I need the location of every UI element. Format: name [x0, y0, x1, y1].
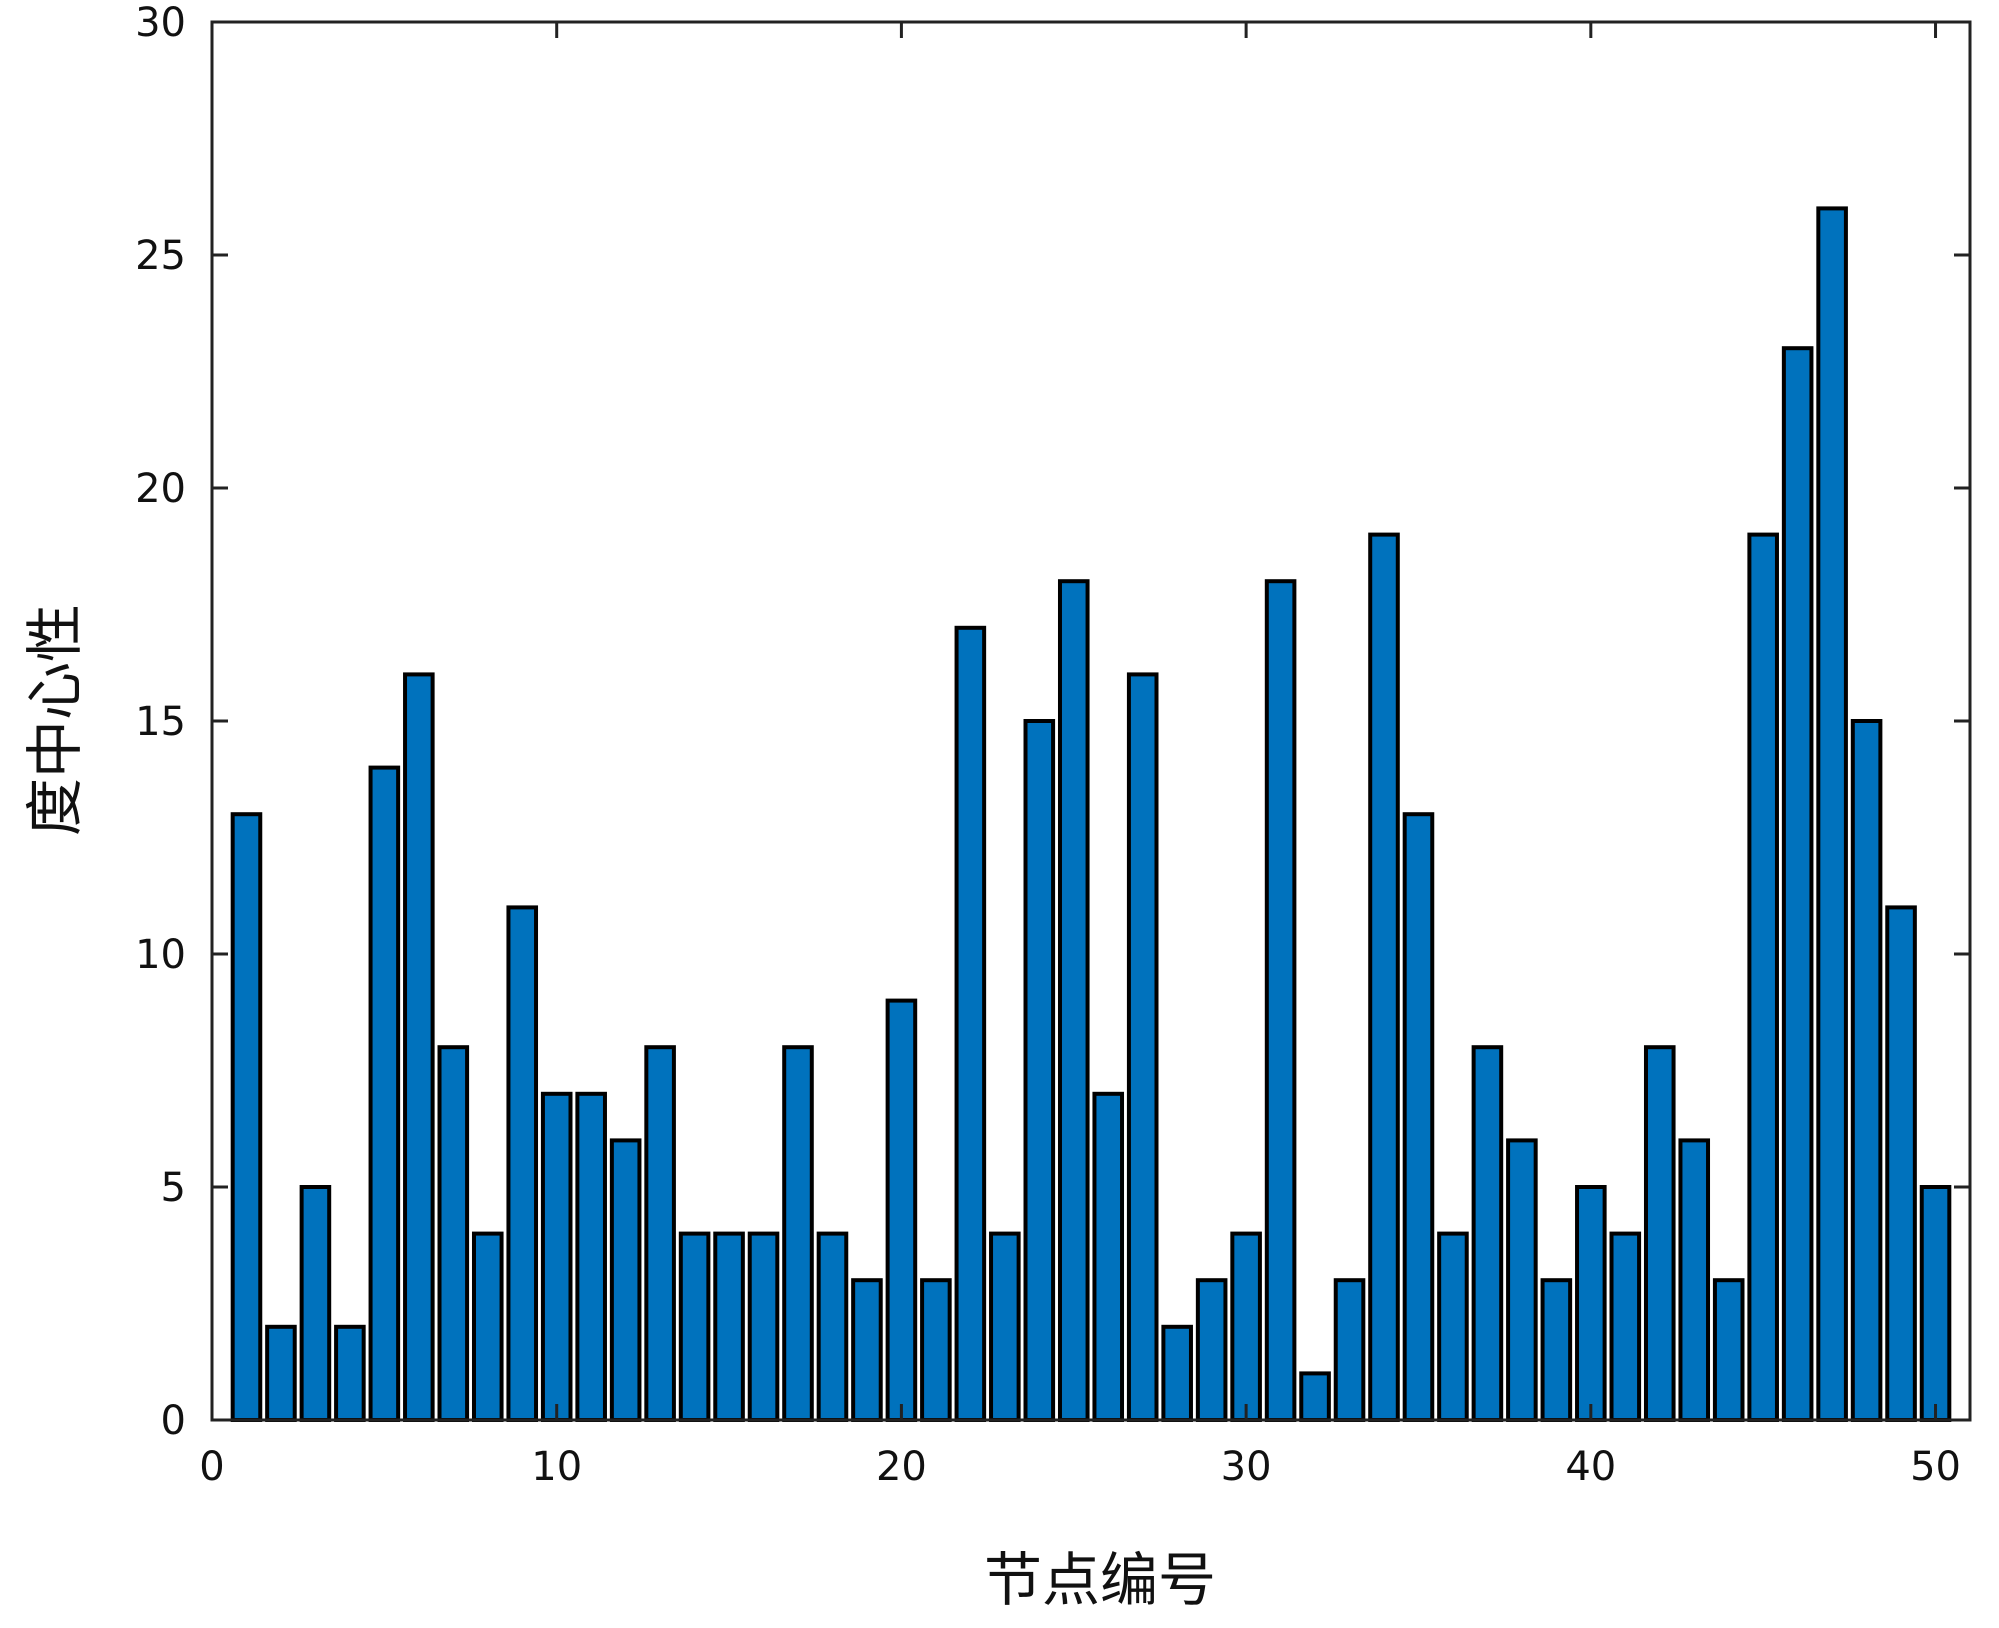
- bar-node-23: [989, 1231, 1021, 1422]
- y-tick-label-30: 30: [135, 0, 186, 46]
- x-tick-label-10: 10: [531, 1444, 582, 1490]
- bar-node-31: [1264, 579, 1297, 1422]
- bars-group: [230, 206, 1952, 1423]
- y-tick-label-10: 10: [135, 932, 186, 978]
- x-tick-label-40: 40: [1565, 1444, 1616, 1490]
- bar-node-45: [1747, 532, 1779, 1422]
- bar-node-37: [1471, 1045, 1504, 1422]
- bar-node-12: [609, 1138, 642, 1423]
- y-tick-label-20: 20: [135, 466, 186, 512]
- x-tick-label-0: 0: [199, 1444, 224, 1490]
- bar-node-8: [471, 1231, 504, 1422]
- bar-node-19: [851, 1278, 883, 1422]
- bar-node-26: [1092, 1091, 1125, 1423]
- bar-node-6: [403, 672, 435, 1422]
- bar-node-43: [1678, 1138, 1711, 1423]
- bar-node-42: [1643, 1045, 1676, 1422]
- y-tick-label-5: 5: [161, 1165, 186, 1211]
- bar-node-20: [885, 998, 918, 1422]
- bar-node-29: [1195, 1278, 1228, 1422]
- bar-node-46: [1781, 346, 1814, 1423]
- bar-node-32: [1299, 1371, 1331, 1423]
- bar-node-21: [920, 1278, 952, 1422]
- bar-node-49: [1885, 905, 1917, 1422]
- bar-node-38: [1506, 1138, 1538, 1423]
- bar-node-24: [1023, 719, 1056, 1422]
- bar-node-41: [1609, 1231, 1642, 1422]
- bar-node-22: [954, 625, 987, 1422]
- x-axis-title: 节点编号: [984, 1546, 1216, 1614]
- bar-node-40: [1575, 1185, 1607, 1422]
- bar-node-17: [782, 1045, 814, 1422]
- bar-node-25: [1057, 579, 1090, 1422]
- y-tick-label-15: 15: [135, 699, 186, 745]
- bar-node-2: [265, 1324, 297, 1423]
- x-tick-label-20: 20: [876, 1444, 927, 1490]
- bar-node-35: [1402, 812, 1435, 1422]
- x-tick-label-50: 50: [1910, 1444, 1961, 1490]
- y-tick-label-0: 0: [161, 1398, 186, 1444]
- bar-node-27: [1126, 672, 1159, 1422]
- bar-node-3: [299, 1185, 332, 1422]
- bar-node-13: [644, 1045, 676, 1422]
- bar-node-39: [1540, 1278, 1573, 1422]
- bar-node-34: [1368, 532, 1400, 1422]
- bar-node-50: [1919, 1185, 1952, 1422]
- bar-node-30: [1230, 1231, 1262, 1422]
- bar-node-33: [1333, 1278, 1366, 1422]
- bar-node-28: [1161, 1324, 1193, 1423]
- bar-node-48: [1850, 719, 1883, 1422]
- bar-node-44: [1712, 1278, 1745, 1422]
- x-tick-label-30: 30: [1221, 1444, 1272, 1490]
- bar-node-14: [678, 1231, 711, 1422]
- bar-node-7: [437, 1045, 470, 1422]
- bar-node-15: [713, 1231, 745, 1422]
- bar-node-10: [540, 1091, 573, 1423]
- bar-node-1: [230, 812, 263, 1422]
- bar-node-18: [816, 1231, 849, 1422]
- y-axis-title: 度中心性: [21, 604, 89, 836]
- bar-node-16: [747, 1231, 780, 1422]
- bar-node-9: [506, 905, 539, 1422]
- bar-node-4: [334, 1324, 366, 1423]
- bar-node-47: [1816, 206, 1848, 1422]
- bar-node-5: [368, 765, 401, 1422]
- bar-node-11: [575, 1091, 607, 1423]
- ticks-group: 0 10 20 30 40 50 0 5 10 15 20 25 30: [135, 0, 1970, 1490]
- bar-node-36: [1437, 1231, 1469, 1422]
- y-tick-label-25: 25: [135, 233, 186, 279]
